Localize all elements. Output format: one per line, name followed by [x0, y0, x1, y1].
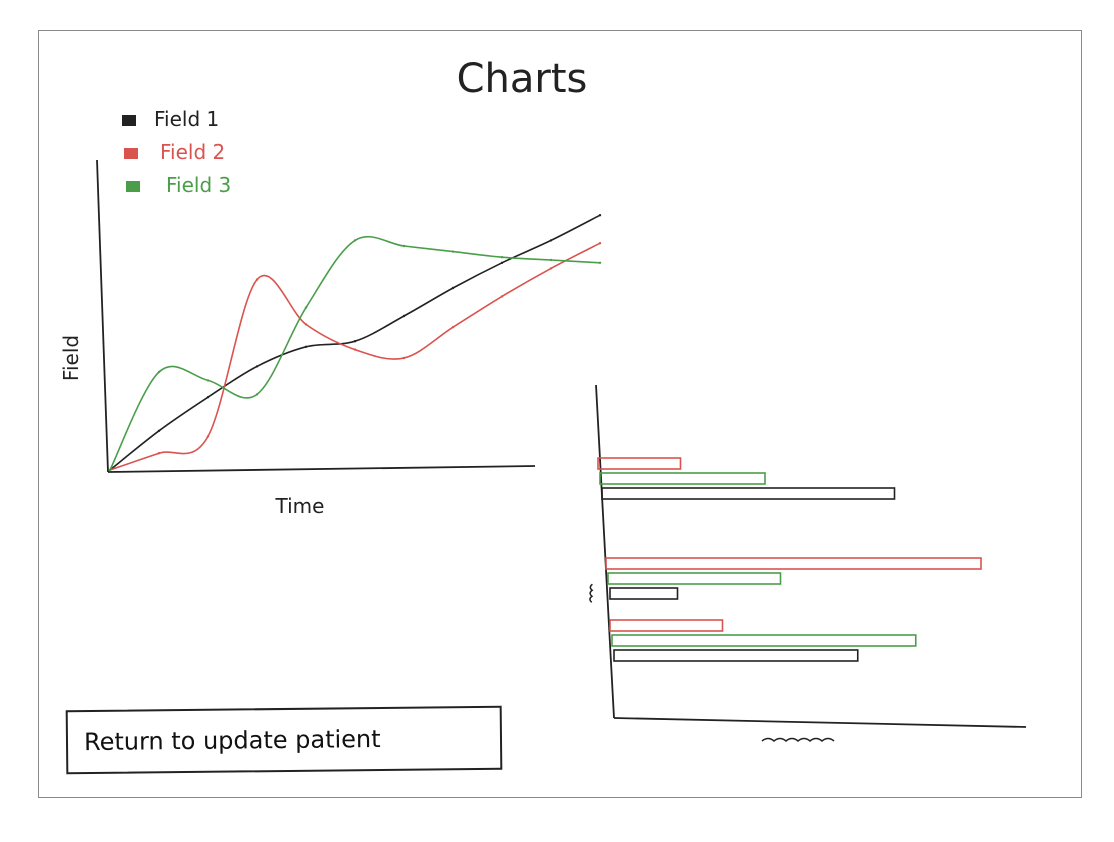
bar-1-field-1: [601, 487, 896, 500]
line-chart: Time Field: [59, 159, 602, 518]
bar-3-field-2: [609, 619, 724, 632]
line-point-field-1-9: [549, 239, 553, 242]
line-point-field-3-7: [451, 250, 455, 253]
line-point-field-1-1: [157, 429, 161, 432]
bar-2-field-3: [607, 572, 782, 585]
bar-chart: [589, 384, 1027, 742]
line-point-field-2-10: [598, 242, 602, 245]
line-point-field-3-3: [255, 393, 259, 396]
line-point-field-3-5: [353, 239, 357, 242]
line-point-field-2-7: [451, 326, 455, 329]
line-series-field-2: [109, 242, 601, 471]
line-point-field-3-4: [304, 306, 308, 309]
bar-chart-x-label-scribble: [761, 737, 835, 742]
line-chart-y-axis: [96, 159, 109, 473]
legend-swatch-field-1: [122, 115, 136, 126]
line-point-field-3-9: [549, 258, 553, 262]
bar-3-field-3: [611, 634, 917, 647]
line-point-field-2-1: [157, 452, 161, 455]
bar-chart-x-axis: [613, 717, 1027, 728]
line-point-field-3-2: [206, 379, 210, 382]
line-point-field-3-0: [108, 468, 112, 472]
line-series-field-3: [109, 235, 601, 471]
legend-label-field-1: Field 1: [154, 107, 219, 131]
line-point-field-1-5: [353, 340, 357, 343]
line-point-field-3-8: [500, 256, 504, 259]
line-point-field-2-9: [549, 267, 553, 270]
line-series-field-1: [109, 214, 601, 471]
line-point-field-3-10: [598, 261, 602, 264]
line-chart-x-label: Time: [275, 494, 325, 518]
line-point-field-1-10: [598, 214, 602, 217]
line-point-field-2-3: [255, 278, 259, 281]
legend-swatch-field-2: [124, 148, 138, 159]
return-to-update-patient-button[interactable]: Return to update patient: [65, 705, 503, 775]
line-point-field-2-4: [304, 323, 308, 326]
legend-swatch-field-3: [126, 181, 140, 192]
bar-3-field-1: [613, 649, 859, 662]
line-point-field-1-2: [206, 396, 210, 399]
line-point-field-3-6: [402, 244, 406, 248]
line-point-field-1-8: [500, 261, 504, 264]
line-point-field-2-2: [206, 435, 210, 438]
line-point-field-1-4: [304, 345, 308, 348]
line-chart-x-axis: [107, 465, 536, 473]
bar-chart-y-axis: [595, 384, 615, 719]
line-point-field-1-3: [255, 365, 259, 368]
page-title: Charts: [457, 56, 588, 102]
sketch-frame: [38, 30, 1082, 798]
bar-1-field-2: [597, 457, 682, 470]
line-point-field-2-6: [402, 356, 406, 360]
bar-2-field-2: [605, 557, 982, 570]
legend-label-field-2: Field 2: [160, 140, 225, 164]
line-point-field-1-6: [402, 314, 406, 318]
line-chart-legend: Field 1 Field 2 Field 3: [122, 107, 231, 197]
line-point-field-1-7: [451, 286, 455, 290]
bar-1-field-3: [599, 472, 766, 485]
line-point-field-2-5: [353, 348, 357, 351]
line-chart-y-label: Field: [59, 335, 83, 381]
bar-2-field-1: [609, 587, 679, 600]
bar-group: [597, 457, 982, 662]
line-point-field-3-1: [157, 370, 161, 374]
line-series-group: [108, 214, 602, 472]
bar-chart-y-label-scribble: [589, 583, 594, 603]
line-point-field-2-8: [500, 295, 504, 298]
legend-label-field-3: Field 3: [166, 173, 231, 197]
